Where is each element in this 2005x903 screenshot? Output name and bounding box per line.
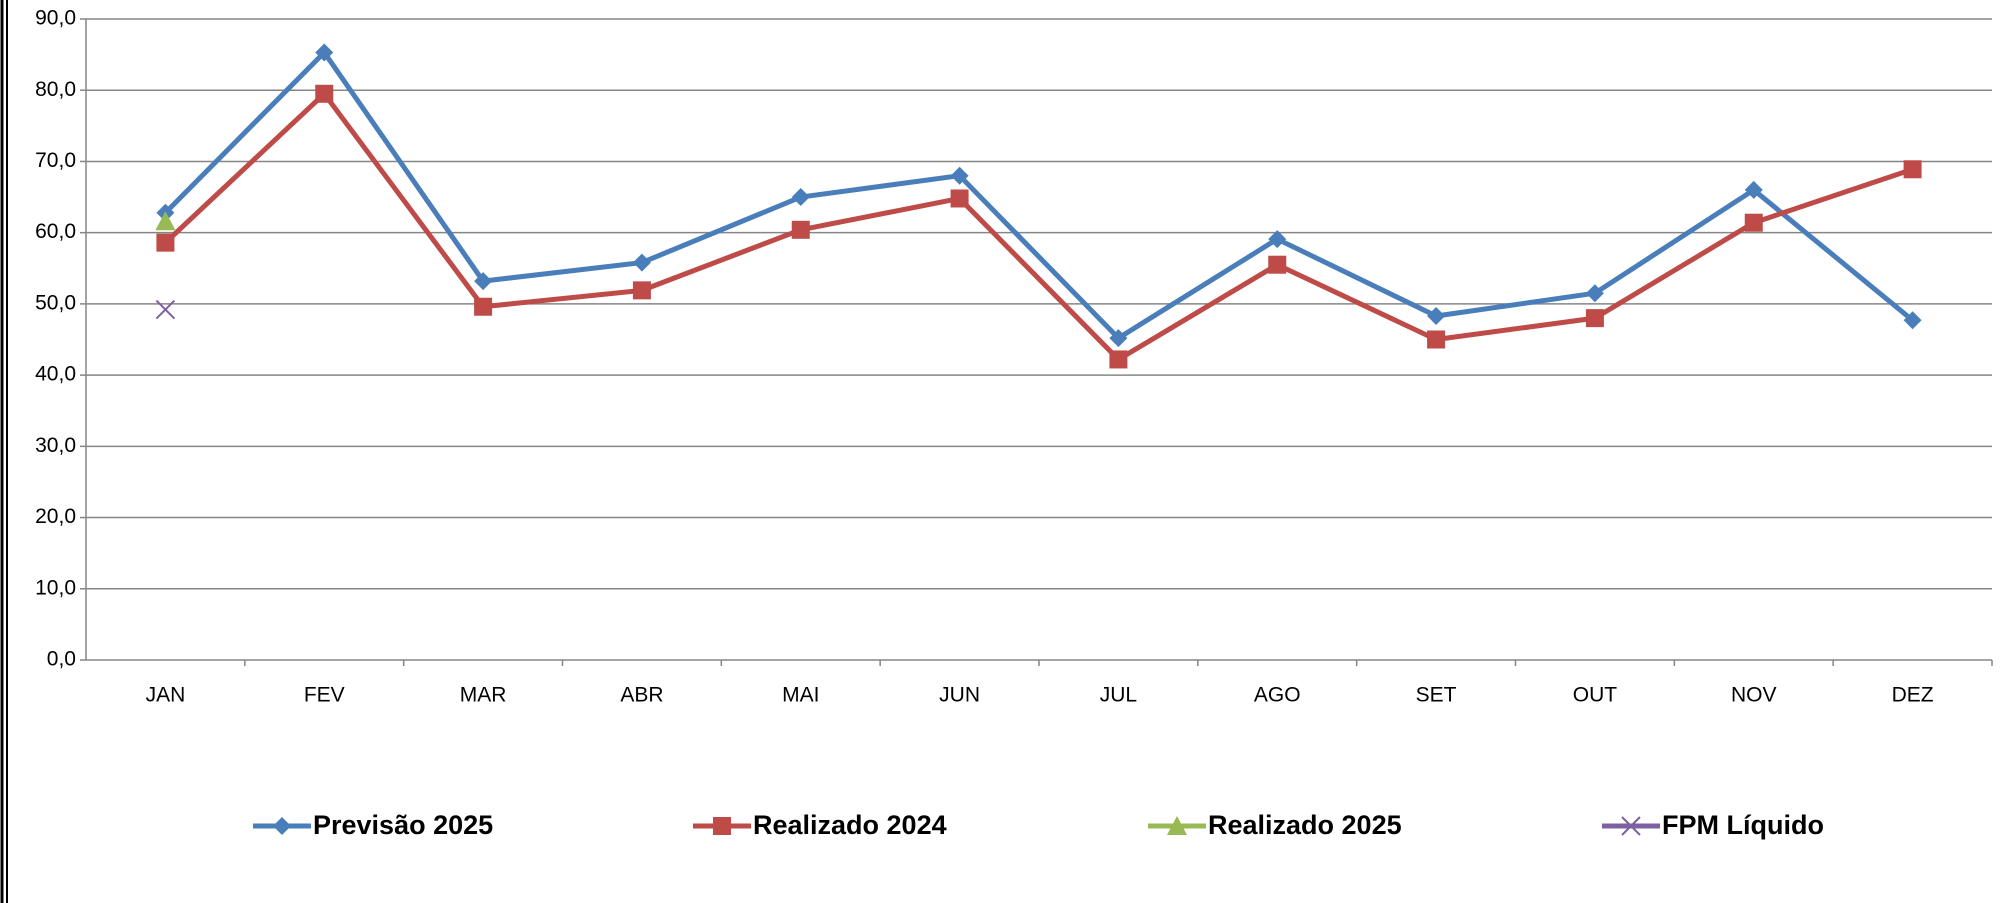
x-tick-label: NOV (1731, 684, 1777, 707)
data-point (156, 233, 175, 252)
x-tick-label: JAN (146, 684, 186, 707)
x-tick-label: JUN (939, 684, 980, 707)
legend-label: Realizado 2024 (753, 810, 947, 840)
x-tick-label: OUT (1573, 684, 1618, 707)
y-tick-label: 80,0 (35, 78, 76, 101)
series-line (163, 49, 1915, 341)
x-tick-label: AGO (1254, 684, 1301, 707)
legend-marker (1621, 816, 1641, 836)
legend-marker (713, 817, 731, 835)
data-point (315, 43, 334, 62)
data-point (1903, 311, 1922, 330)
data-point (474, 297, 493, 316)
y-tick-label: 60,0 (35, 220, 76, 243)
data-point (1109, 329, 1128, 348)
y-tick-label: 0,0 (47, 648, 76, 671)
legend-label: Realizado 2025 (1208, 810, 1402, 840)
series-line (163, 91, 1914, 362)
legend-label: Previsão 2025 (313, 810, 493, 840)
data-point (950, 166, 969, 185)
legend-marker (273, 817, 291, 835)
y-tick-label: 70,0 (35, 149, 76, 172)
x-tick-label: MAR (460, 684, 507, 707)
data-point (474, 272, 493, 291)
y-tick-label: 20,0 (35, 505, 76, 528)
y-tick-label: 90,0 (35, 7, 76, 30)
data-point (1427, 306, 1446, 325)
data-point (950, 189, 969, 208)
data-point (632, 281, 651, 300)
data-point (1427, 330, 1446, 349)
y-tick-label: 50,0 (35, 291, 76, 314)
x-tick-label: DEZ (1892, 684, 1934, 707)
y-tick-label: 30,0 (35, 434, 76, 457)
data-point (315, 84, 334, 103)
x-tick-label: JUL (1100, 684, 1137, 707)
data-point (1744, 180, 1763, 199)
data-point (791, 188, 810, 207)
data-point (155, 299, 176, 320)
data-point (155, 211, 176, 231)
data-point (791, 220, 810, 239)
x-tick-label: SET (1416, 684, 1457, 707)
x-tick-label: MAI (782, 684, 819, 707)
x-tick-label: FEV (304, 684, 345, 707)
data-point (1744, 213, 1763, 232)
data-point (1268, 230, 1287, 249)
legend-label: FPM Líquido (1662, 810, 1824, 840)
x-tick-label: ABR (620, 684, 663, 707)
data-point (632, 253, 651, 272)
data-point (1109, 350, 1128, 369)
data-point (1585, 284, 1604, 303)
data-point (1268, 255, 1287, 274)
y-tick-label: 10,0 (35, 576, 76, 599)
data-point (1903, 160, 1922, 179)
y-tick-label: 40,0 (35, 363, 76, 386)
legend-marker (1167, 816, 1187, 835)
data-point (1585, 309, 1604, 328)
